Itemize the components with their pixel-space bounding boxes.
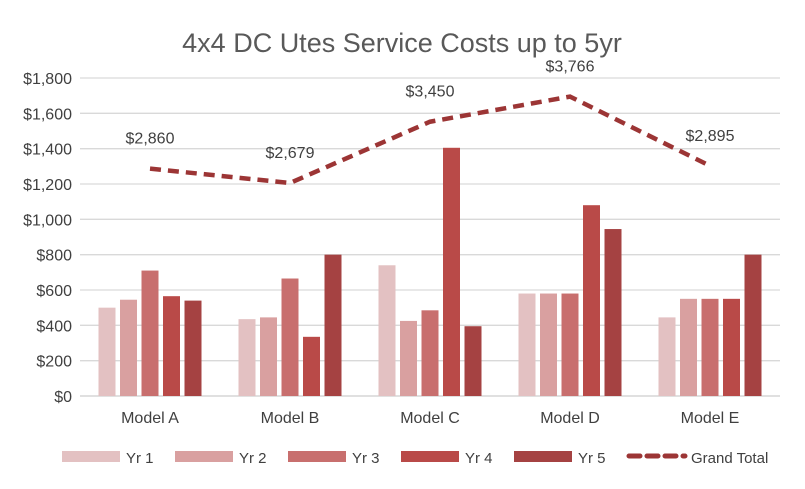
legend-label: Yr 4	[465, 450, 493, 467]
bar-yr-3	[701, 298, 719, 396]
x-tick-label: Model C	[400, 410, 460, 427]
y-tick-label: $1,800	[23, 71, 72, 88]
legend-swatch	[62, 451, 120, 462]
y-tick-label: $1,600	[23, 106, 72, 123]
y-tick-label: $200	[36, 354, 72, 371]
bar-yr-1	[98, 307, 116, 396]
bar-yr-2	[400, 320, 417, 396]
x-tick-label: Model A	[121, 410, 179, 427]
bar-yr-2	[120, 299, 137, 396]
bar-yr-1	[238, 319, 256, 396]
bar-yr-5	[324, 254, 342, 396]
bar-yr-4	[443, 147, 460, 396]
legend-label: Yr 2	[239, 450, 267, 467]
bar-yr-1	[658, 317, 676, 396]
bar-yr-1	[378, 265, 396, 396]
legend-swatch	[175, 451, 233, 462]
legend-label: Grand Total	[691, 450, 768, 467]
legend-swatch	[514, 451, 572, 462]
bar-yr-1	[518, 293, 536, 396]
y-tick-label: $600	[36, 283, 72, 300]
data-label: $3,450	[406, 84, 455, 101]
bar-yr-3	[141, 270, 159, 396]
data-label: $2,679	[266, 145, 315, 162]
legend-swatch	[288, 451, 346, 462]
bar-yr-5	[604, 229, 622, 396]
x-tick-label: Model E	[681, 410, 740, 427]
y-tick-label: $400	[36, 318, 72, 335]
legend-label: Yr 1	[126, 450, 154, 467]
bar-yr-4	[583, 205, 600, 396]
bar-yr-5	[184, 300, 202, 396]
data-label: $2,860	[126, 131, 175, 148]
bar-yr-3	[561, 293, 579, 396]
bar-yr-4	[303, 336, 320, 396]
bar-yr-5	[464, 326, 482, 396]
legend-label: Yr 3	[352, 450, 380, 467]
chart-title: 4x4 DC Utes Service Costs up to 5yr	[182, 28, 622, 58]
x-tick-label: Model D	[540, 410, 600, 427]
bar-yr-3	[281, 278, 299, 396]
y-tick-label: $1,200	[23, 177, 72, 194]
x-tick-label: Model B	[261, 410, 320, 427]
bar-yr-3	[421, 310, 439, 396]
grand-total-line	[149, 94, 711, 186]
y-tick-label: $800	[36, 248, 72, 265]
y-tick-label: $1,000	[23, 212, 72, 229]
data-label: $2,895	[686, 128, 735, 145]
bar-yr-2	[680, 298, 697, 396]
y-tick-label: $1,400	[23, 142, 72, 159]
data-label: $3,766	[546, 59, 595, 76]
y-tick-label: $0	[54, 389, 72, 406]
bar-yr-4	[163, 296, 180, 396]
bar-yr-2	[540, 293, 557, 396]
bar-yr-5	[744, 254, 762, 396]
bar-yr-4	[723, 298, 740, 396]
legend-label: Yr 5	[578, 450, 606, 467]
bar-yr-2	[260, 317, 277, 396]
legend-swatch	[401, 451, 459, 462]
